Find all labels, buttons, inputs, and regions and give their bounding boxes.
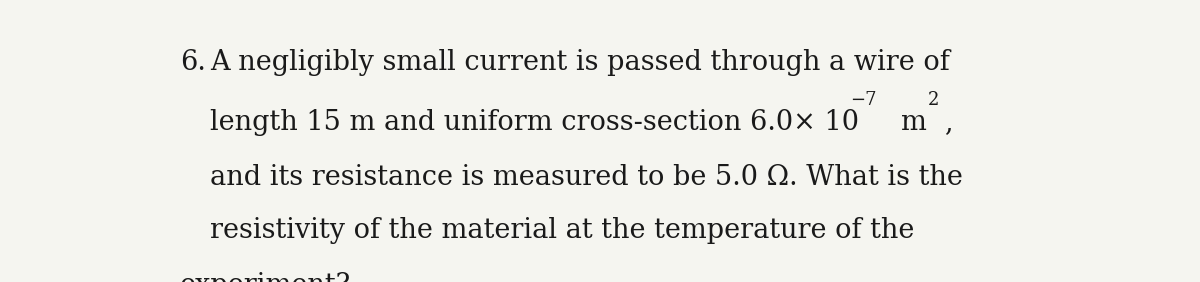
Text: length 15 m and uniform cross-section 6.0× 10: length 15 m and uniform cross-section 6.… [210, 109, 859, 136]
Text: 2: 2 [928, 91, 938, 109]
Text: and its resistance is measured to be 5.0 Ω. What is the: and its resistance is measured to be 5.0… [210, 164, 964, 191]
Text: 6.: 6. [180, 49, 205, 76]
Text: ,: , [944, 109, 953, 136]
Text: −7: −7 [851, 91, 877, 109]
Text: A negligibly small current is passed through a wire of: A negligibly small current is passed thr… [210, 49, 950, 76]
Text: experiment?: experiment? [180, 272, 352, 282]
Text: resistivity of the material at the temperature of the: resistivity of the material at the tempe… [210, 217, 914, 244]
Text: m: m [901, 109, 928, 136]
